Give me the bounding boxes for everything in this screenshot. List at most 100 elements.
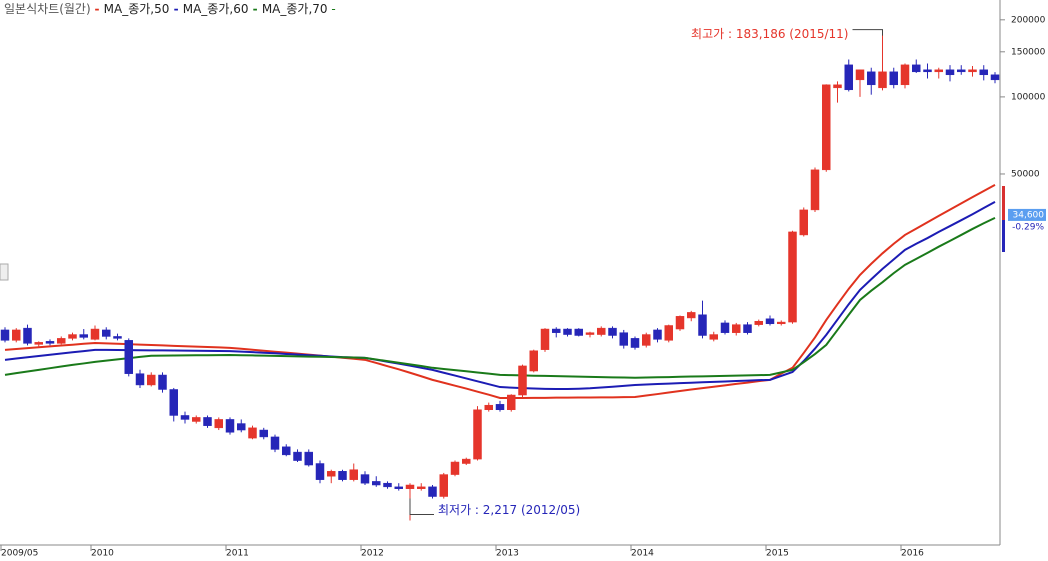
x-tick-label: 2011 — [226, 549, 249, 558]
candle-body — [248, 427, 257, 439]
candle-body — [507, 394, 516, 411]
candle-body — [822, 84, 831, 171]
candle-body — [945, 69, 955, 76]
candle-body — [664, 325, 673, 341]
candle-body — [12, 329, 21, 341]
candle-body — [957, 69, 966, 73]
candle-body — [720, 322, 730, 333]
candle-body — [630, 338, 640, 348]
candle-body — [237, 423, 246, 431]
legend-swatch: - — [169, 2, 183, 16]
candle-body — [450, 461, 460, 475]
legend-label: MA_종가,50 — [103, 2, 170, 16]
candle-body — [315, 463, 325, 480]
candle-body — [855, 69, 865, 81]
last-value-box — [1008, 208, 1046, 221]
candle-body — [552, 328, 561, 333]
candle-body — [473, 409, 482, 460]
candle-body — [743, 324, 752, 333]
candle-body — [754, 320, 763, 325]
ma-line — [4, 183, 996, 399]
legend-swatch: - — [94, 2, 104, 16]
candle-body — [777, 321, 786, 325]
x-tick-label: 2013 — [496, 549, 519, 558]
candle-body — [372, 481, 381, 486]
candle-body — [563, 328, 572, 335]
candle-body — [878, 71, 887, 89]
candle-body — [619, 332, 628, 346]
candle-body — [597, 327, 606, 335]
x-tick-label: 2010 — [91, 549, 114, 558]
candle-body — [304, 451, 313, 466]
candle-body — [360, 474, 370, 484]
candle-body — [923, 69, 932, 73]
candle-body — [68, 334, 77, 339]
candle-body — [0, 329, 10, 341]
candle-body — [225, 419, 235, 433]
candle-body — [180, 415, 190, 420]
candle-body — [912, 64, 921, 73]
candle-body — [383, 482, 392, 488]
candle-body — [293, 451, 302, 461]
candle-body — [495, 404, 505, 411]
candle-body — [844, 64, 853, 91]
candle-body — [192, 417, 201, 422]
candle-body — [214, 419, 223, 429]
candle-body — [169, 389, 178, 416]
candle-body — [405, 484, 415, 489]
candle-body — [540, 328, 550, 350]
x-tick-label: 2014 — [631, 549, 654, 558]
candle-body — [585, 332, 595, 335]
candle-body — [57, 338, 66, 344]
candle-body — [990, 74, 1000, 81]
max-annotation: 최고가 : 183,186 (2015/11) — [691, 27, 848, 41]
candle-body — [23, 327, 32, 344]
candle-body — [259, 429, 268, 438]
candle-body — [282, 446, 291, 456]
candle-body — [113, 336, 122, 339]
legend-label: MA_종가,70 — [261, 2, 328, 16]
scale-marker-down — [1002, 220, 1005, 252]
candle-body — [642, 334, 651, 346]
side-tab[interactable] — [0, 263, 9, 281]
candle-body — [338, 471, 347, 480]
candle-body — [934, 69, 943, 73]
candle-body — [968, 69, 977, 73]
candle-body — [709, 334, 718, 340]
candle-body — [428, 486, 437, 497]
candle-body — [889, 71, 898, 86]
candle-body — [147, 374, 156, 386]
candle-body — [79, 334, 88, 338]
candle-body — [45, 341, 55, 344]
candle-body — [900, 64, 910, 86]
candle-body — [574, 328, 583, 336]
candle-body — [158, 374, 167, 390]
candle-body — [203, 417, 212, 426]
x-tick-label: 2009/05 — [1, 549, 38, 558]
candle-body — [608, 327, 617, 336]
candle-body — [518, 365, 527, 396]
candle-body — [394, 486, 403, 489]
candle-body — [90, 328, 100, 340]
candle-body — [675, 316, 685, 330]
ma-line — [4, 216, 996, 379]
legend-swatch: - — [248, 2, 262, 16]
change-label: -0.29% — [1012, 222, 1044, 232]
candle-body — [698, 314, 707, 336]
candle-body — [124, 340, 133, 374]
y-tick-label: 100000 — [1011, 92, 1046, 102]
last-value-label: 34,600 — [1013, 210, 1045, 220]
candle-body — [439, 474, 448, 497]
candle-body — [867, 71, 876, 86]
candle-body — [327, 471, 336, 477]
candle-body — [653, 329, 662, 340]
candle-body — [529, 350, 538, 372]
candle-body — [810, 169, 820, 211]
candle-body — [979, 69, 988, 76]
min-annotation: 최저가 : 2,217 (2012/05) — [438, 503, 580, 517]
candle-body — [135, 373, 145, 386]
x-tick-label: 2016 — [901, 549, 924, 558]
legend-label: MA_종가,60 — [182, 2, 249, 16]
